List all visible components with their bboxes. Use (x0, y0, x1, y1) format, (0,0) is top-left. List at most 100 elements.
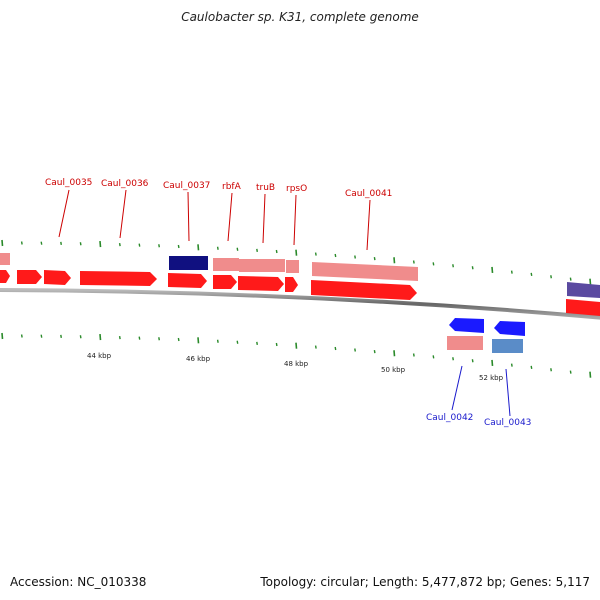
inner-tick-mark (118, 335, 121, 340)
outer-tick-mark (177, 244, 180, 249)
outer-tick-mark (275, 249, 278, 254)
outer-tick-mark (354, 255, 356, 259)
inner-tick-mark (393, 350, 396, 357)
outer-tick-mark (569, 277, 572, 281)
outer-tick-mark (256, 248, 258, 252)
cds-arrow[interactable] (0, 270, 10, 283)
forward-gene-track (0, 253, 600, 298)
inner-tick-mark (1, 332, 4, 340)
outer-tick-mark (236, 247, 239, 251)
outer-tick-mark (314, 252, 317, 256)
outer-tick-mark (471, 266, 474, 270)
gene-label-caul-0036: Caul_0036 (101, 179, 149, 189)
outer-tick-mark (158, 244, 160, 248)
outer-tick-mark (491, 266, 494, 273)
cds-arrow[interactable] (17, 270, 42, 284)
gene-label-caul-0043: Caul_0043 (484, 418, 531, 428)
inner-tick-ring (1, 332, 592, 378)
outer-tick-mark (334, 253, 337, 258)
outer-tick-mark (589, 278, 592, 285)
cds-arrow-caul-0037[interactable] (168, 273, 207, 288)
gene-label-caul-0037: Caul_0037 (163, 181, 210, 191)
forward-cds-track (0, 270, 600, 316)
outer-tick-mark (216, 246, 219, 250)
inner-tick-mark (275, 342, 278, 347)
outer-tick-mark (432, 262, 435, 266)
cds-arrow-caul-0043[interactable] (494, 321, 525, 336)
gene-bar-caul-0042[interactable] (447, 336, 483, 350)
outer-tick-mark (79, 242, 82, 246)
accession-text: Accession: NC_010338 (10, 575, 147, 589)
inner-tick-mark (569, 370, 572, 374)
outer-tick-mark (452, 264, 454, 268)
inner-tick-mark (334, 346, 337, 351)
cds-arrow-right[interactable] (566, 299, 600, 316)
inner-tick-mark (295, 342, 298, 349)
outer-tick-mark (1, 239, 4, 247)
scale-label-50kbp: 50 kbp (381, 366, 406, 374)
gene-label-truB: truB (256, 183, 275, 193)
inner-tick-mark (197, 337, 200, 344)
inner-tick-mark (314, 345, 317, 349)
gene-bar-caul-0041[interactable] (312, 262, 418, 281)
inner-tick-mark (452, 357, 454, 361)
inner-tick-mark (412, 353, 415, 357)
cds-arrow-caul-0041[interactable] (311, 280, 417, 300)
outer-tick-mark (295, 249, 298, 256)
reverse-cds-track (449, 318, 525, 336)
gene-bar[interactable] (0, 253, 10, 265)
forward-label-leaders (58, 189, 371, 251)
inner-tick-mark (471, 359, 474, 363)
cds-arrow-rpsO[interactable] (285, 277, 298, 292)
inner-tick-mark (20, 334, 23, 338)
gene-label-rbfA: rbfA (222, 182, 242, 192)
cds-arrow[interactable] (44, 270, 71, 285)
gene-label-rpsO: rpsO (286, 184, 307, 194)
map-title: Caulobacter sp. K31, complete genome (181, 10, 419, 24)
inner-tick-mark (216, 339, 219, 343)
inner-tick-mark (79, 335, 82, 339)
outer-tick-mark (373, 256, 376, 261)
gene-label-caul-0035: Caul_0035 (45, 178, 92, 188)
inner-tick-mark (99, 334, 102, 341)
cds-arrow-caul-0042[interactable] (449, 318, 484, 333)
inner-tick-mark (373, 349, 376, 354)
inner-tick-mark (138, 336, 141, 340)
scale-label-44kbp: 44 kbp (87, 352, 112, 360)
reverse-label-leaders (451, 365, 511, 417)
outer-tick-mark (60, 241, 62, 246)
cds-arrow-truB[interactable] (238, 276, 284, 291)
cds-arrow-rbfA[interactable] (213, 275, 237, 289)
outer-tick-mark (530, 272, 533, 276)
outer-tick-mark (20, 241, 23, 245)
inner-tick-mark (530, 365, 533, 369)
gene-bar-caul-0043[interactable] (492, 339, 523, 353)
reverse-gene-track (447, 336, 523, 353)
outer-tick-mark (118, 242, 121, 247)
inner-tick-mark (60, 334, 62, 339)
gene-bar-right[interactable] (567, 282, 600, 298)
gene-bar-caul-0037[interactable] (169, 256, 208, 270)
gene-bar-truB[interactable] (239, 259, 285, 272)
inner-tick-mark (158, 337, 160, 341)
inner-tick-mark (177, 337, 180, 342)
outer-tick-mark (550, 275, 552, 279)
outer-tick-mark (412, 260, 415, 264)
scale-label-46kbp: 46 kbp (186, 355, 211, 363)
outer-tick-mark (197, 244, 200, 251)
outer-tick-mark (40, 241, 43, 245)
scale-label-52kbp: 52 kbp (479, 374, 504, 382)
gene-bar-rpsO[interactable] (286, 260, 299, 273)
cds-arrow-caul-0036[interactable] (80, 271, 157, 286)
inner-tick-mark (491, 359, 494, 366)
inner-tick-mark (40, 334, 43, 338)
genome-backbone (0, 288, 600, 320)
inner-tick-mark (589, 371, 592, 378)
outer-tick-mark (138, 243, 141, 247)
gene-bar-rbfA[interactable] (213, 258, 239, 271)
scale-label-48kbp: 48 kbp (284, 360, 309, 368)
genome-summary-text: Topology: circular; Length: 5,477,872 bp… (260, 575, 590, 589)
outer-tick-mark (99, 241, 102, 248)
outer-tick-mark (393, 257, 396, 264)
